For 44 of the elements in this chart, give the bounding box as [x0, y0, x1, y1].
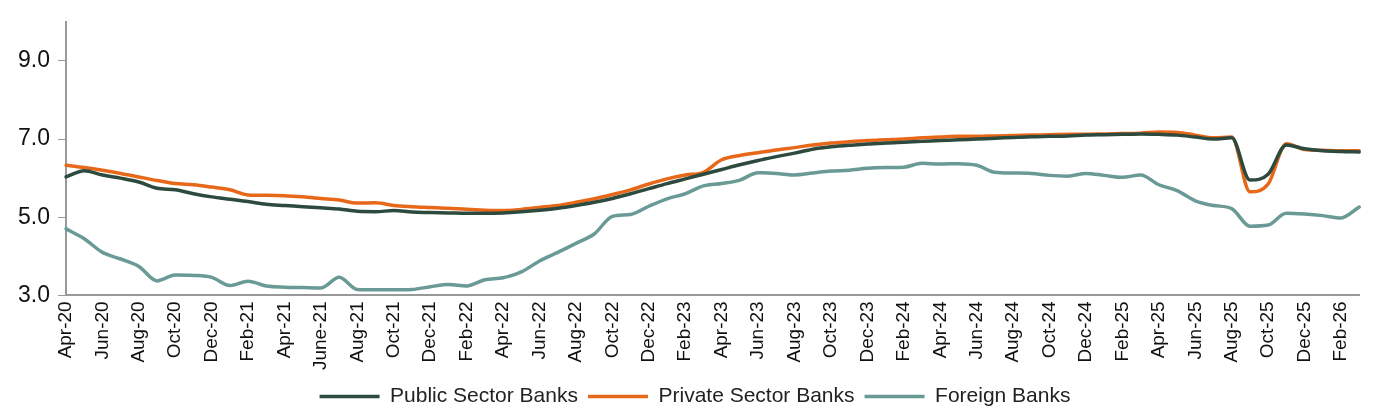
x-tick-label: Apr-24	[928, 300, 950, 359]
x-tick-label: Oct-22	[600, 301, 622, 359]
x-tick-label: Jun-22	[527, 301, 549, 360]
x-tick-label: Aug-22	[564, 301, 586, 363]
x-tick-label: Feb-25	[1110, 301, 1132, 362]
legend-label: Foreign Banks	[935, 383, 1071, 407]
y-tick-label: 5.0	[17, 202, 50, 229]
x-tick-label: Feb-24	[892, 300, 914, 362]
x-tick-label: Aug-21	[345, 301, 367, 363]
x-tick-label: Dec-21	[418, 301, 440, 363]
legend-label: Private Sector Banks	[658, 383, 855, 407]
x-tick-label: Jun-25	[1183, 301, 1205, 360]
x-tick-label: Aug-23	[782, 301, 804, 363]
x-tick-label: Dec-25	[1292, 301, 1314, 363]
x-tick-label: Oct-21	[382, 301, 404, 359]
x-tick-label: Apr-25	[1147, 301, 1169, 359]
x-tick-label: Dec-24	[1074, 300, 1096, 363]
x-tick-label: Aug-20	[127, 301, 149, 363]
line-series	[64, 161, 1361, 292]
x-tick-label: Dec-20	[199, 301, 221, 363]
x-tick-label: Feb-23	[673, 301, 695, 362]
x-tick-label: Feb-22	[454, 301, 476, 362]
x-tick-label: Aug-24	[1001, 300, 1023, 363]
x-tick-label: Apr-20	[54, 301, 76, 359]
x-tick-label: Dec-22	[637, 301, 659, 363]
y-tick-label: 9.0	[17, 46, 50, 73]
x-tick-label: Oct-24	[1037, 300, 1059, 359]
x-tick-label: Apr-22	[491, 301, 513, 359]
legend-label: Public Sector Banks	[390, 383, 578, 407]
x-tick-label: Jun-20	[90, 301, 112, 360]
x-tick-label: June-21	[309, 301, 331, 371]
x-tick-label: Feb-26	[1329, 301, 1351, 362]
y-tick-label: 3.0	[17, 280, 50, 307]
x-tick-label: Apr-23	[709, 301, 731, 359]
x-tick-label: Oct-20	[163, 301, 185, 359]
x-tick-label: Jun-23	[746, 301, 768, 360]
x-tick-label: Aug-25	[1219, 301, 1241, 363]
y-tick-label: 7.0	[17, 124, 50, 151]
x-tick-label: Dec-23	[855, 301, 877, 363]
x-tick-label: Oct-23	[819, 301, 841, 359]
x-tick-label: Oct-25	[1256, 301, 1278, 359]
x-tick-label: Jun-24	[964, 300, 986, 360]
x-tick-label: Feb-21	[236, 301, 258, 362]
x-tick-label: Apr-21	[272, 301, 294, 359]
